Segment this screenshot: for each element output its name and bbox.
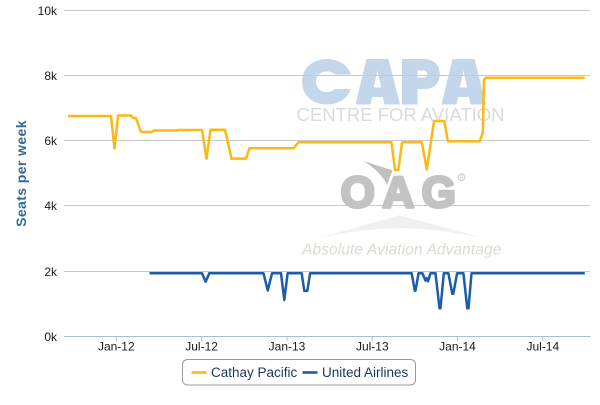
svg-text:R: R [460, 176, 464, 182]
svg-text:6k: 6k [44, 134, 58, 148]
svg-text:Jan-13: Jan-13 [269, 340, 306, 354]
svg-text:United Airlines: United Airlines [322, 365, 409, 380]
svg-text:Jul-12: Jul-12 [185, 340, 218, 354]
svg-text:Jan-12: Jan-12 [98, 340, 135, 354]
svg-text:Seats per week: Seats per week [13, 120, 29, 227]
svg-text:0k: 0k [44, 330, 58, 344]
svg-text:Jul-14: Jul-14 [526, 340, 559, 354]
svg-text:Absolute Aviation Advantage: Absolute Aviation Advantage [301, 242, 502, 259]
svg-text:8k: 8k [44, 69, 58, 83]
svg-text:Cathay Pacific: Cathay Pacific [211, 365, 298, 380]
svg-text:10k: 10k [38, 4, 58, 18]
svg-text:Jan-14: Jan-14 [439, 340, 476, 354]
svg-text:4k: 4k [44, 199, 58, 213]
svg-text:2k: 2k [44, 265, 58, 279]
svg-text:Jul-13: Jul-13 [356, 340, 389, 354]
svg-text:CENTRE FOR AVIATION: CENTRE FOR AVIATION [297, 104, 505, 125]
svg-text:OAG: OAG [341, 168, 464, 217]
